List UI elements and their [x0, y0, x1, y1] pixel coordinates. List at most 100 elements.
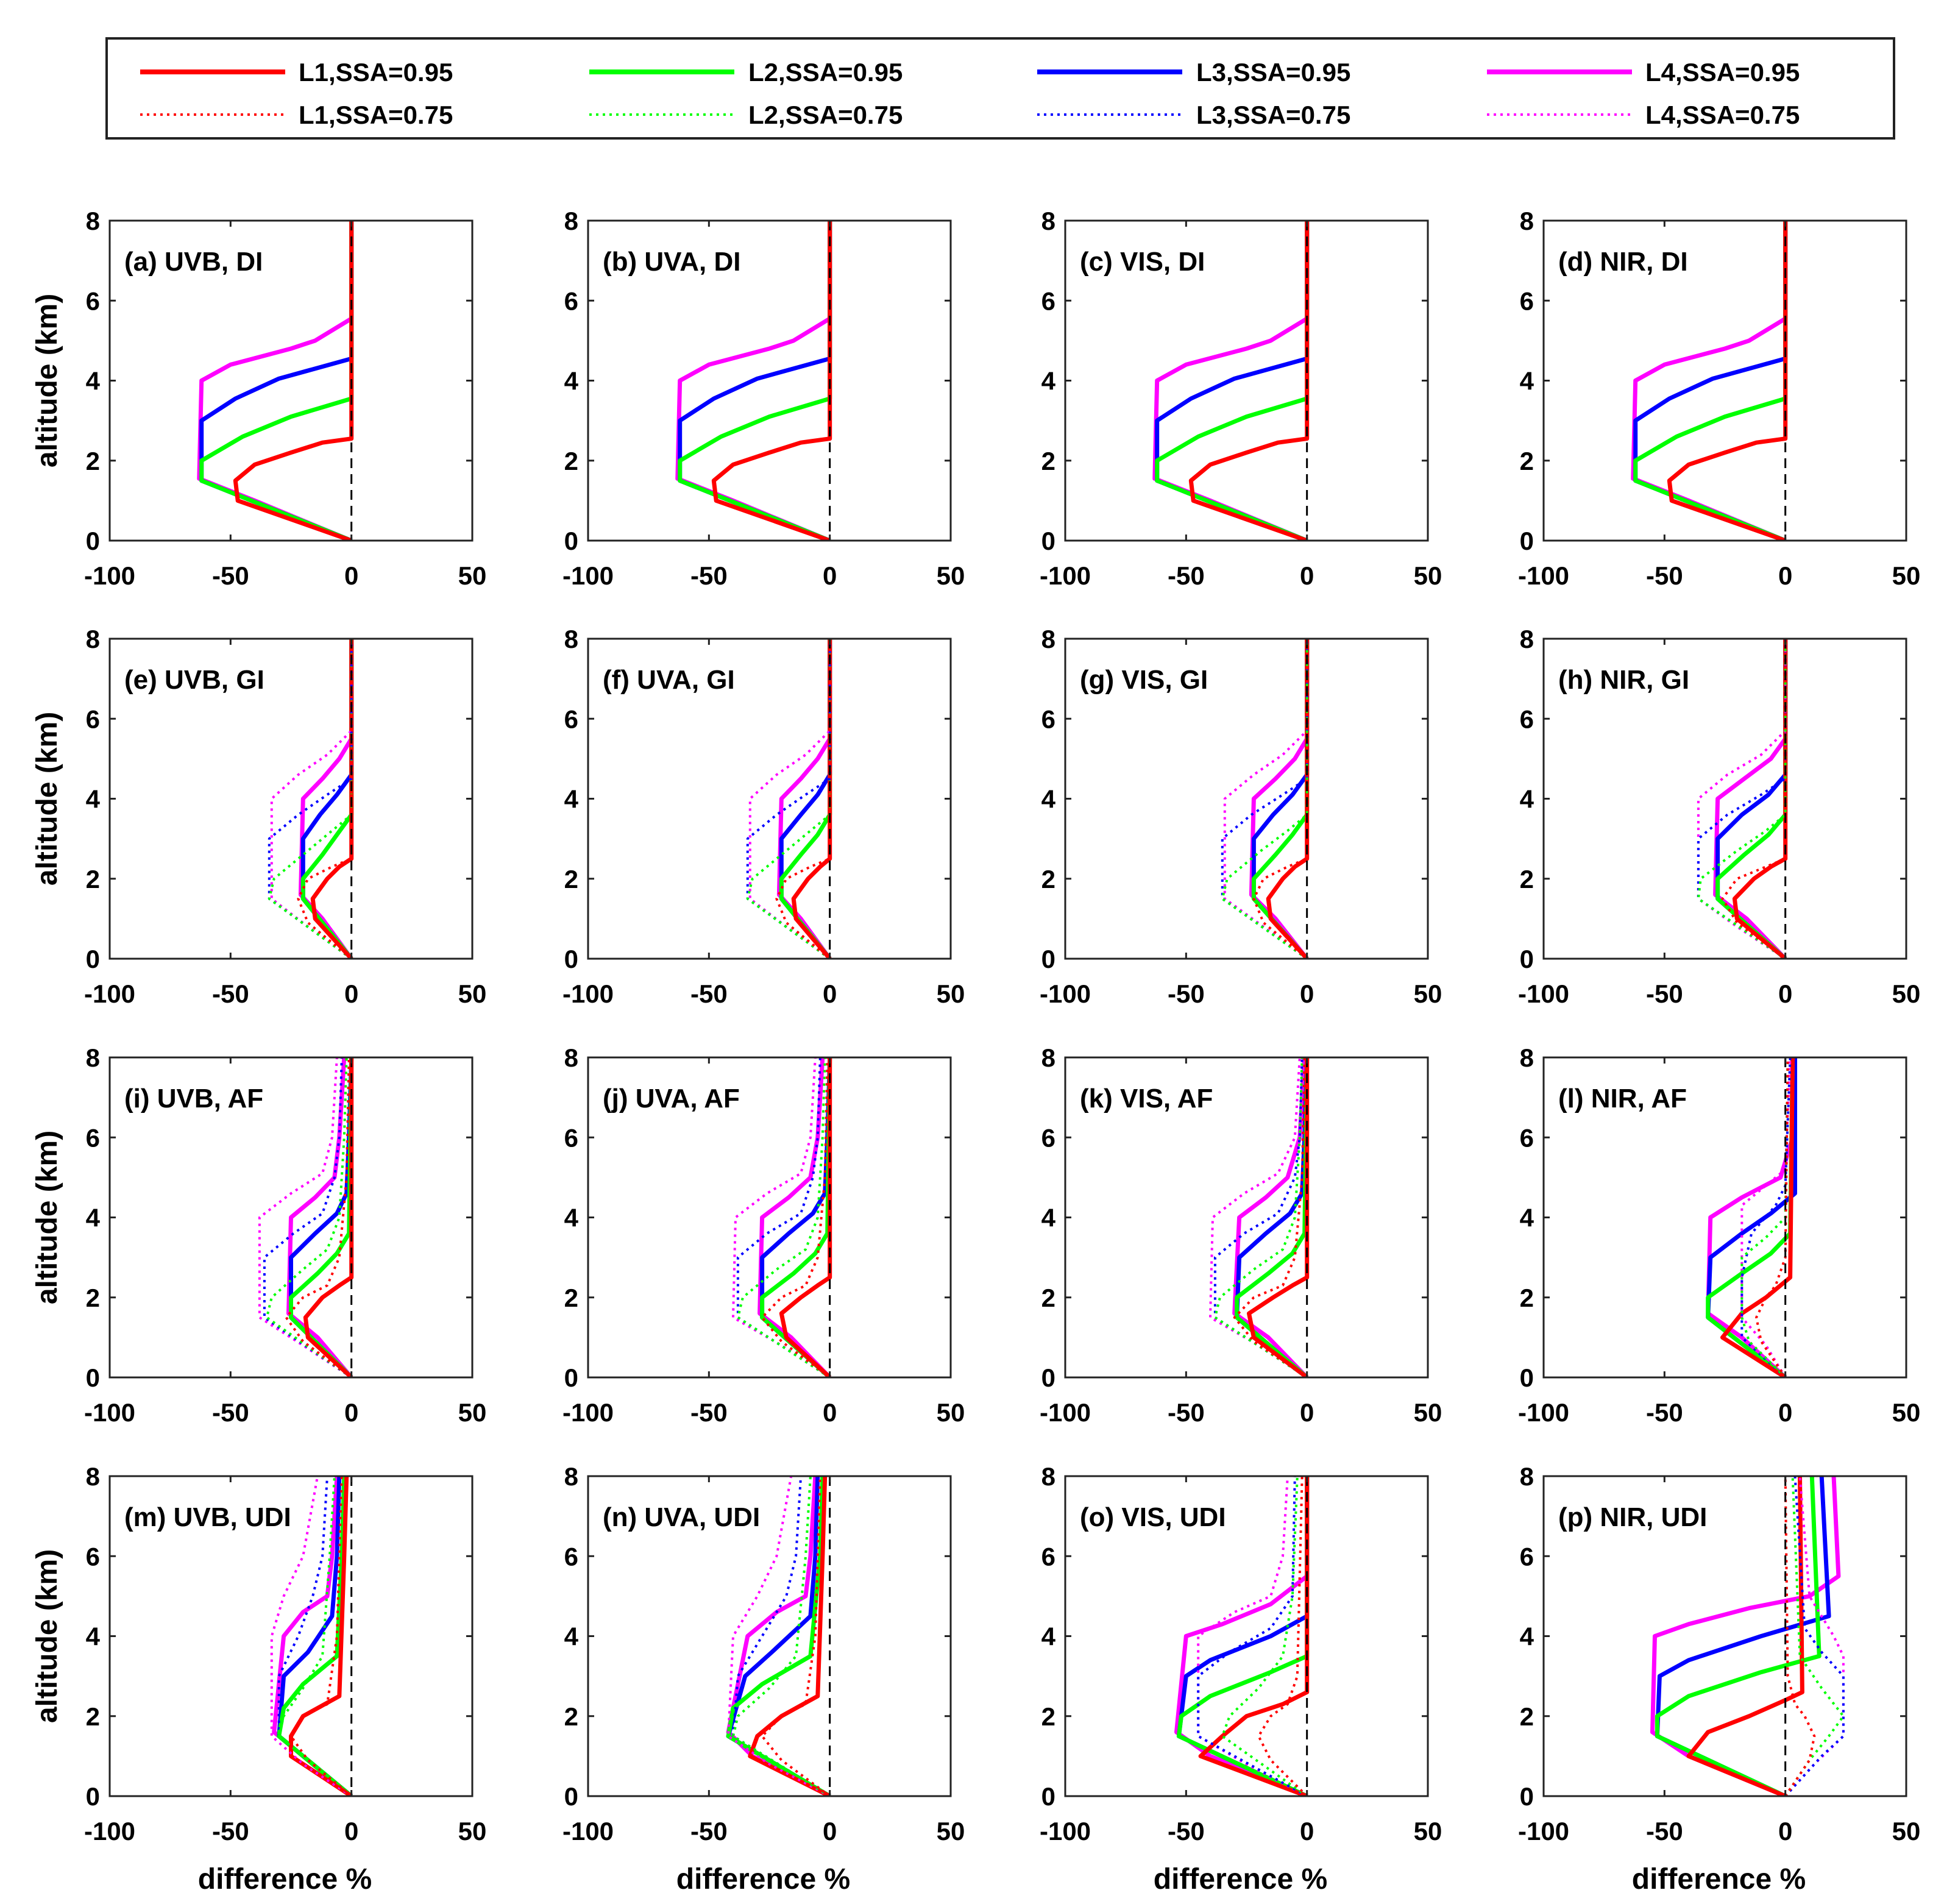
series-l2-95-line: [1235, 1057, 1310, 1377]
panel-f: -100 -50 0 50 0 2 4 6 8 (f) UVA, GI: [562, 625, 965, 1008]
y-tick-label: 0: [564, 1782, 578, 1811]
y-tick-label: 0: [86, 1782, 100, 1811]
panel-title: (b) UVA, DI: [603, 247, 741, 277]
y-tick-label: 2: [564, 447, 578, 475]
y-tick-label: 0: [564, 527, 578, 555]
x-tick-label: 0: [823, 1817, 837, 1845]
series-l1-95-line: [791, 639, 832, 959]
y-tick-label: 4: [1041, 1204, 1056, 1232]
panel-title: (e) UVB, GI: [124, 665, 264, 695]
series-l3-75-line: [1697, 639, 1787, 959]
x-tick-label: -50: [1168, 979, 1205, 1008]
x-tick-label: -50: [690, 561, 728, 590]
plot-area: [1065, 221, 1428, 541]
plot-area: [588, 221, 951, 541]
x-tick-label: 0: [1778, 1398, 1792, 1427]
plot-content: [1174, 1476, 1310, 1796]
series-l3-75-line: [263, 1057, 352, 1377]
legend-label: L4,SSA=0.75: [1645, 101, 1800, 129]
series-l3-75-line: [1784, 1476, 1845, 1796]
plot-content: [1221, 639, 1310, 959]
series-l2-75-line: [1221, 639, 1308, 959]
plot-content: [726, 1476, 831, 1796]
y-tick-label: 6: [86, 705, 100, 733]
legend-label: L3,SSA=0.95: [1196, 58, 1350, 87]
x-tick-label: -100: [84, 561, 135, 590]
y-tick-label: 0: [1520, 527, 1534, 555]
x-tick-label: 50: [937, 1398, 965, 1427]
y-tick-label: 6: [1520, 705, 1534, 733]
y-tick-label: 2: [86, 447, 100, 475]
x-tick-label: 50: [1892, 561, 1921, 590]
y-tick-label: 2: [1520, 447, 1534, 475]
x-tick-label: -100: [1518, 561, 1569, 590]
x-tick-label: 0: [1778, 561, 1792, 590]
y-tick-label: 6: [86, 1123, 100, 1152]
y-tick-label: 8: [86, 1462, 100, 1491]
series-l2-75-line: [1213, 1057, 1308, 1377]
series-l2-95-line: [1655, 1476, 1822, 1796]
series-l2-95-line: [726, 1476, 831, 1796]
y-tick-label: 2: [1041, 447, 1055, 475]
series-l1-75-line: [285, 1057, 352, 1377]
x-tick-label: -50: [1646, 1817, 1683, 1845]
plot-area: [1065, 1476, 1428, 1796]
series-l4-75-line: [258, 1057, 352, 1377]
x-tick-label: 50: [458, 1398, 487, 1427]
y-tick-label: 8: [86, 1043, 100, 1072]
x-tick-label: -50: [1168, 561, 1205, 590]
y-axis-label: altitude (km): [31, 712, 63, 886]
x-tick-label: -50: [212, 979, 249, 1008]
y-tick-label: 0: [86, 1363, 100, 1392]
series-l3-75-line: [1197, 1476, 1308, 1796]
y-tick-label: 8: [1041, 207, 1055, 235]
y-tick-label: 6: [564, 1542, 578, 1571]
y-tick-label: 6: [1041, 1123, 1055, 1152]
plot-area: [110, 221, 472, 541]
panel-k: -100 -50 0 50 0 2 4 6 8 (k) VIS, AF: [1040, 1043, 1442, 1427]
y-tick-label: 0: [1041, 527, 1055, 555]
y-tick-label: 4: [1041, 367, 1056, 396]
panel-m: -100 -50 0 50 0 2 4 6 8 (m) UVB, UDI altitude (km)…: [31, 1462, 486, 1895]
series-l1-95-line: [1188, 221, 1310, 541]
x-tick-label: 0: [823, 979, 837, 1008]
series-l4-95-line: [1713, 639, 1788, 959]
series-l2-75-line: [736, 1057, 831, 1377]
y-tick-label: 2: [1520, 865, 1534, 893]
y-tick-label: 2: [564, 865, 578, 893]
x-axis-label: difference %: [1632, 1863, 1806, 1895]
y-tick-label: 4: [564, 367, 579, 396]
x-tick-label: 0: [1300, 561, 1314, 590]
y-tick-label: 4: [86, 367, 101, 396]
y-tick-label: 2: [1520, 1702, 1534, 1731]
y-tick-label: 0: [1520, 1363, 1534, 1392]
plot-area: [588, 639, 951, 959]
panel-c: -100 -50 0 50 0 2 4 6 8 (c) VIS, DI: [1040, 207, 1442, 590]
x-tick-label: 0: [1300, 1398, 1314, 1427]
y-tick-label: 4: [1041, 785, 1056, 814]
legend: L1,SSA=0.95 L1,SSA=0.75 L2,SSA=0.95 L2,SSA=…: [105, 37, 1895, 140]
y-tick-label: 0: [564, 945, 578, 973]
panel-title: (d) NIR, DI: [1558, 247, 1688, 277]
plot-content: [270, 1476, 353, 1796]
x-tick-label: 50: [1892, 1817, 1921, 1845]
y-tick-label: 6: [86, 286, 100, 315]
x-tick-label: 50: [1892, 979, 1921, 1008]
y-tick-label: 6: [564, 286, 578, 315]
x-tick-label: -100: [1518, 1817, 1569, 1845]
y-tick-label: 2: [86, 865, 100, 893]
series-l1-95-line: [1686, 1476, 1804, 1796]
y-tick-label: 2: [86, 1284, 100, 1312]
panel-title: (l) NIR, AF: [1558, 1084, 1687, 1114]
x-tick-label: 50: [458, 1817, 487, 1845]
series-l2-75-line: [732, 1476, 831, 1796]
x-tick-label: -50: [212, 561, 249, 590]
panel-e: -100 -50 0 50 0 2 4 6 8 (e) UVB, GI altitude (km): [31, 625, 486, 1008]
panel-g: -100 -50 0 50 0 2 4 6 8 (g) VIS, GI: [1040, 625, 1442, 1008]
series-l1-75-line: [761, 1057, 831, 1377]
panel-o: -100 -50 0 50 0 2 4 6 8 (o) VIS, UDI difference %: [1040, 1462, 1442, 1895]
panel-title: (g) VIS, GI: [1080, 665, 1208, 695]
plot-area: [110, 639, 472, 959]
